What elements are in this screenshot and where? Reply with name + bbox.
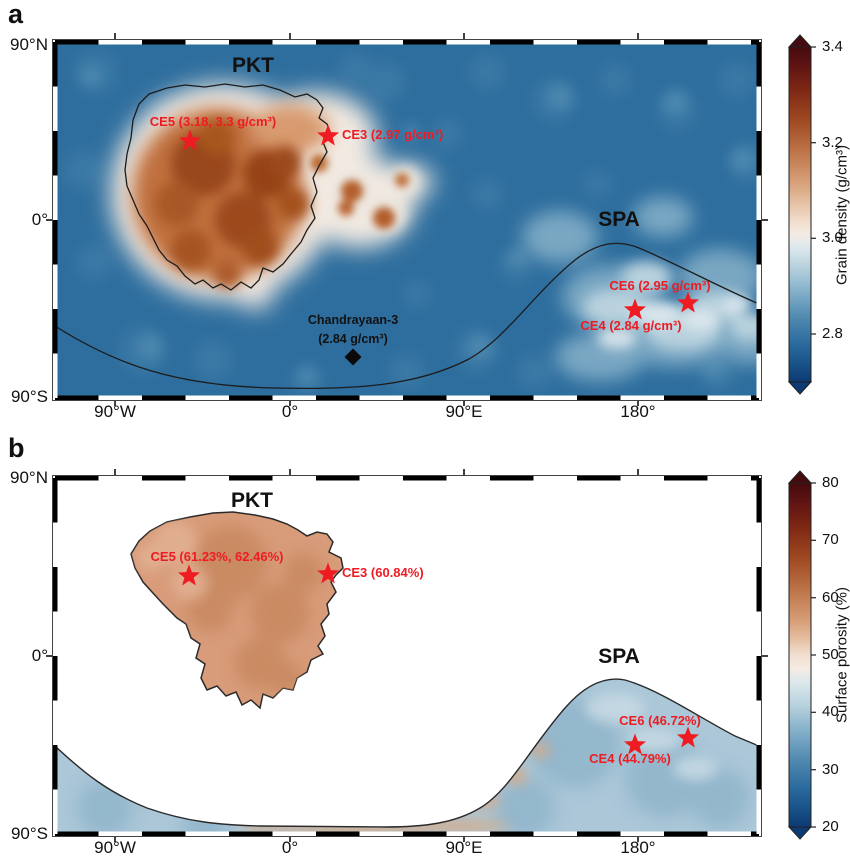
map-b-frame — [46, 469, 768, 842]
colorbar-b-tick-20: 20 — [822, 818, 839, 835]
axis-a-xtick-90w: 90°W — [94, 402, 136, 421]
colorbar-a-tick-34: 3.4 — [822, 38, 843, 55]
ce3-star-icon-b — [316, 562, 340, 584]
axis-a-xtick-90e: 90°E — [445, 402, 483, 421]
colorbar-b-tick-40: 40 — [822, 703, 839, 720]
colorbar-a-tick-32: 3.2 — [822, 134, 843, 151]
map-a-outward-ticks — [46, 33, 768, 406]
chandrayaan3-label: Chandrayaan-3 (2.84 g/cm³) — [307, 313, 399, 346]
colorbar-b-tick-60: 60 — [822, 589, 839, 606]
axis-b-ytick-90n: 90°N — [10, 468, 48, 487]
colorbar-a-tick-30: 3.0 — [822, 229, 843, 246]
colorbar-b-tick-50: 50 — [822, 646, 839, 663]
ce6-label-a: CE6 (2.95 g/cm³) — [609, 278, 711, 293]
ce3-label-b: CE3 (60.84%) — [342, 565, 424, 580]
colorbar-b-axis-label: Surface porosity (%) — [833, 587, 850, 723]
colorbar-b-tick-30: 30 — [822, 761, 839, 778]
axis-b-ytick-0: 0° — [31, 646, 48, 665]
colorbar-b-ticks — [811, 482, 816, 828]
ce4-star-icon-b — [623, 733, 647, 755]
map-a-frame — [46, 33, 768, 406]
spa-region-label-b: SPA — [598, 645, 640, 668]
ce5-label-a: CE5 (3.18, 3.3 g/cm³) — [149, 114, 277, 129]
colorbar-a-ticks — [811, 46, 816, 335]
map-b-canvas — [55, 478, 759, 834]
ce4-star-icon — [623, 298, 647, 320]
map-a-grain-density — [46, 33, 768, 406]
axis-a-ytick-90s: 90°S — [10, 387, 48, 406]
ce6-star-icon-b — [676, 726, 700, 748]
colorbar-a-axis-label: Grain density (g/cm³) — [833, 144, 850, 286]
ce5-star-icon-b — [177, 564, 201, 586]
ce6-label-b: CE6 (46.72%) — [619, 713, 701, 728]
pkt-region-label-a: PKT — [232, 54, 274, 77]
ce6-star-icon — [676, 291, 700, 313]
axis-b-ytick-90s: 90°S — [10, 824, 48, 843]
panel-a-letter: a — [8, 0, 24, 29]
map-a-canvas — [55, 42, 759, 398]
ce3-label-a: CE3 (2.97 g/cm³) — [342, 127, 444, 142]
colorbar-b-tick-70: 70 — [822, 531, 839, 548]
axis-b-xtick-180: 180° — [620, 838, 656, 857]
ce4-label-a: CE4 (2.84 g/cm³) — [580, 318, 682, 333]
axis-b-xtick-90w: 90°W — [94, 838, 136, 857]
axis-a-ytick-0: 0° — [31, 210, 48, 229]
colorbar-b-tick-80: 80 — [822, 474, 839, 491]
panel-b-letter: b — [8, 433, 25, 463]
colorbar-a-tick-28: 2.8 — [822, 325, 843, 342]
ce4-label-b: CE4 (44.79%) — [589, 751, 671, 766]
map-a-mottle-light-blobs — [81, 66, 755, 385]
spa-boundary-b — [55, 678, 759, 828]
spa-boundary-a — [55, 242, 759, 390]
colorbar-a — [787, 34, 816, 395]
ce5-label-b: CE5 (61.23%, 62.46%) — [150, 549, 284, 564]
colorbar-b — [787, 470, 816, 840]
pkt-a-dark-spots — [155, 119, 309, 288]
pkt-contour-a — [124, 83, 332, 291]
axis-a-xtick-0: 0° — [281, 402, 299, 421]
axis-a-xtick-180: 180° — [620, 402, 656, 421]
spa-region-label-a: SPA — [598, 208, 640, 231]
ce3-star-icon — [316, 124, 340, 146]
axis-b-xtick-0: 0° — [281, 838, 299, 857]
pkt-a-satellite-spots — [310, 154, 409, 229]
ce5-star-icon — [178, 129, 202, 151]
pkt-region-label-b: PKT — [231, 489, 273, 512]
axis-a-ytick-90n: 90°N — [10, 35, 48, 54]
map-b-surface-porosity — [46, 469, 768, 842]
map-b-outward-ticks — [46, 469, 768, 842]
pkt-b-shading — [136, 521, 323, 696]
axis-b-xtick-90e: 90°E — [445, 838, 483, 857]
